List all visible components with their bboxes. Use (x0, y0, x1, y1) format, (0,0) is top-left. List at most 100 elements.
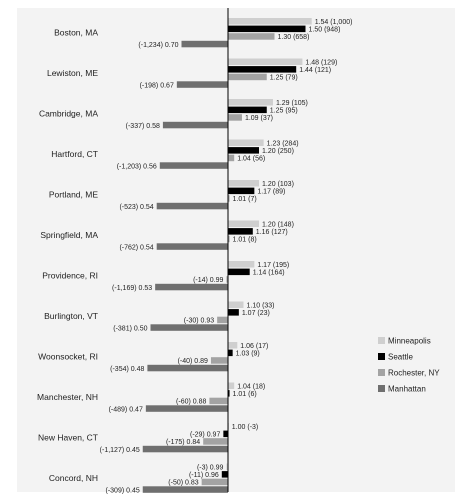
bar-label-new-haven-ct-seattle: (-29) 0.97 (190, 432, 220, 439)
bar-springfield-ma-seattle (228, 228, 253, 235)
bar-woonsocket-ri-rochester-ny (210, 357, 228, 364)
bar-label-springfield-ma-minneapolis: 1.20 (148) (262, 222, 294, 229)
bar-label-portland-me-manhattan: (-523) 0.54 (119, 204, 153, 211)
city-label-woonsocket-ri: Woonsocket, RI (38, 352, 98, 362)
city-label-springfield-ma: Springfield, MA (40, 230, 98, 240)
bar-label-cambridge-ma-rochester-ny: 1.09 (37) (245, 115, 273, 122)
bar-label-boston-ma-seattle: 1.50 (948) (309, 27, 341, 34)
bar-label-providence-ri-seattle: 1.14 (164) (253, 270, 285, 277)
bar-woonsocket-ri-manhattan (147, 364, 228, 372)
bar-burlington-vt-rochester-ny (217, 316, 228, 324)
bar-springfield-ma-minneapolis (228, 220, 259, 227)
city-label-manchester-nh: Manchester, NH (37, 392, 98, 402)
bar-label-boston-ma-rochester-ny: 1.30 (658) (278, 34, 310, 41)
bar-hartford-ct-minneapolis (228, 139, 264, 146)
bar-new-haven-ct-seattle (223, 430, 228, 438)
bar-label-portland-me-minneapolis: 1.20 (103) (262, 181, 294, 188)
bar-label-new-haven-ct-manhattan: (-1,127) 0.45 (100, 447, 140, 454)
bar-label-providence-ri-manhattan: (-1,169) 0.53 (112, 285, 152, 292)
legend-swatch-minneapolis (378, 337, 385, 344)
bar-new-haven-ct-manhattan (142, 445, 228, 453)
bar-label-hartford-ct-seattle: 1.20 (250) (262, 148, 294, 155)
bar-label-manchester-nh-manhattan: (-489) 0.47 (109, 406, 143, 413)
bar-providence-ri-rochester-ny (226, 276, 228, 283)
bar-new-haven-ct-rochester-ny (203, 438, 228, 445)
bar-label-cambridge-ma-seattle: 1.25 (95) (270, 108, 298, 115)
bar-springfield-ma-rochester-ny (228, 235, 230, 243)
bar-cambridge-ma-rochester-ny (228, 114, 242, 121)
bar-hartford-ct-seattle (228, 147, 259, 154)
bar-label-hartford-ct-rochester-ny: 1.04 (56) (237, 156, 265, 163)
bar-label-providence-ri-rochester-ny: (-14) 0.99 (193, 277, 223, 284)
bar-label-lewiston-me-rochester-ny: 1.25 (79) (270, 75, 298, 82)
labels-layer: Boston, MA 1.54 (1,000)1.50 (948)1.30 (65… (37, 19, 352, 494)
bar-cambridge-ma-manhattan (162, 121, 228, 129)
bar-portland-me-minneapolis (228, 180, 259, 187)
bar-label-burlington-vt-rochester-ny: (-30) 0.93 (184, 318, 214, 325)
plot-background (17, 8, 455, 492)
bar-manchester-nh-manhattan (145, 405, 228, 412)
bar-label-hartford-ct-minneapolis: 1.23 (284) (267, 141, 299, 148)
bar-woonsocket-ri-minneapolis (228, 342, 238, 349)
bar-hartford-ct-rochester-ny (228, 154, 235, 162)
bar-label-lewiston-me-minneapolis: 1.48 (129) (305, 60, 337, 67)
bar-concord-nh-seattle (221, 471, 228, 478)
bar-boston-ma-rochester-ny (228, 33, 275, 40)
bar-lewiston-me-minneapolis (228, 58, 303, 65)
city-label-lewiston-me: Lewiston, ME (47, 68, 98, 78)
city-label-hartford-ct: Hartford, CT (51, 149, 98, 159)
bars-layer (142, 18, 312, 493)
legend-swatch-rochester-ny (378, 369, 385, 376)
legend-label-manhattan: Manhattan (388, 385, 426, 394)
bar-label-lewiston-me-manhattan: (-198) 0.67 (140, 82, 174, 89)
legend-label-seattle: Seattle (388, 353, 413, 362)
bar-label-boston-ma-manhattan: (-1,234) 0.70 (138, 42, 178, 49)
bar-providence-ri-minneapolis (228, 261, 255, 268)
bar-label-woonsocket-ri-manhattan: (-354) 0.48 (110, 366, 144, 373)
bar-cambridge-ma-minneapolis (228, 99, 273, 106)
bar-portland-me-seattle (228, 187, 255, 195)
city-label-burlington-vt: Burlington, VT (44, 311, 98, 321)
city-label-boston-ma: Boston, MA (54, 28, 98, 38)
bar-concord-nh-rochester-ny (201, 478, 228, 486)
bar-providence-ri-manhattan (155, 283, 228, 291)
bar-label-manchester-nh-minneapolis: 1.04 (18) (237, 384, 265, 391)
city-label-cambridge-ma: Cambridge, MA (39, 109, 98, 119)
bar-label-concord-nh-rochester-ny: (-50) 0.83 (168, 480, 198, 487)
bar-boston-ma-manhattan (181, 40, 228, 48)
bar-label-concord-nh-minneapolis: (-3) 0.99 (197, 465, 224, 472)
city-label-portland-me: Portland, ME (49, 190, 98, 200)
bar-label-hartford-ct-manhattan: (-1,203) 0.56 (117, 163, 157, 170)
bar-providence-ri-seattle (228, 268, 250, 276)
legend-swatch-seattle (378, 353, 385, 360)
bar-portland-me-rochester-ny (228, 195, 230, 202)
bar-manchester-nh-seattle (228, 390, 230, 397)
bar-label-portland-me-rochester-ny: 1.01 (7) (233, 196, 257, 203)
bar-label-springfield-ma-manhattan: (-762) 0.54 (119, 244, 153, 251)
legend-label-rochester-ny: Rochester, NY (388, 369, 440, 378)
bar-lewiston-me-seattle (228, 66, 297, 73)
bar-burlington-vt-seattle (228, 309, 239, 316)
bar-label-woonsocket-ri-minneapolis: 1.06 (17) (240, 343, 268, 350)
bar-label-springfield-ma-seattle: 1.16 (127) (256, 229, 288, 236)
bar-label-providence-ri-minneapolis: 1.17 (195) (257, 262, 289, 269)
bar-label-new-haven-ct-minneapolis: 1.00 (-3) (232, 424, 258, 431)
bar-boston-ma-seattle (228, 25, 306, 33)
bar-label-burlington-vt-seattle: 1.07 (23) (242, 310, 270, 317)
bar-label-boston-ma-minneapolis: 1.54 (1,000) (315, 19, 353, 26)
bar-portland-me-manhattan (156, 202, 228, 210)
bar-label-lewiston-me-seattle: 1.44 (121) (299, 67, 331, 74)
legend-label-minneapolis: Minneapolis (388, 337, 431, 346)
bar-burlington-vt-minneapolis (228, 301, 244, 308)
bar-label-concord-nh-manhattan: (-309) 0.45 (106, 487, 140, 494)
city-label-new-haven-ct: New Haven, CT (38, 433, 98, 443)
legend: Minneapolis Seattle Rochester, NY Manhattan (378, 337, 440, 394)
bar-label-portland-me-seattle: 1.17 (89) (257, 189, 285, 196)
bar-woonsocket-ri-seattle (228, 349, 233, 357)
bar-label-woonsocket-ri-seattle: 1.03 (9) (236, 351, 260, 358)
bar-cambridge-ma-seattle (228, 106, 267, 114)
bar-label-new-haven-ct-rochester-ny: (-175) 0.84 (166, 439, 200, 446)
bar-burlington-vt-manhattan (150, 324, 228, 331)
bar-label-manchester-nh-rochester-ny: (-60) 0.88 (176, 399, 206, 406)
bar-boston-ma-minneapolis (228, 18, 312, 25)
